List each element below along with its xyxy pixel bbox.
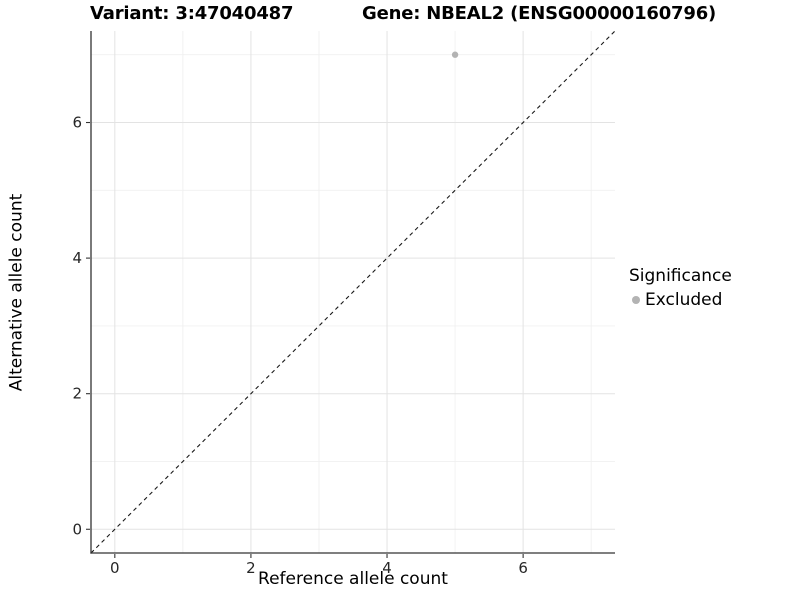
y-tick-label: 6 [72, 114, 82, 132]
y-tick-label: 2 [72, 385, 82, 403]
plot-title-variant: Variant: 3:47040487 [90, 3, 294, 24]
plot-title-gene: Gene: NBEAL2 (ENSG00000160796) [362, 3, 717, 24]
y-tick-label: 4 [72, 249, 82, 267]
y-axis-title: Alternative allele count [6, 193, 27, 392]
y-tick-label: 0 [72, 520, 82, 538]
legend-key-dot-icon [632, 296, 640, 304]
x-tick-label: 2 [246, 559, 256, 577]
x-axis-title: Reference allele count [258, 569, 448, 589]
legend-item-label: Excluded [645, 290, 723, 310]
legend-item-excluded: Excluded [629, 290, 732, 310]
x-tick-label: 6 [518, 559, 528, 577]
identity-reference-line [90, 30, 616, 554]
data-point [451, 51, 459, 58]
legend: Significance Excluded [629, 265, 732, 310]
x-tick-label: 0 [110, 559, 120, 577]
x-tick-label: 4 [382, 559, 392, 577]
legend-title: Significance [629, 266, 732, 286]
